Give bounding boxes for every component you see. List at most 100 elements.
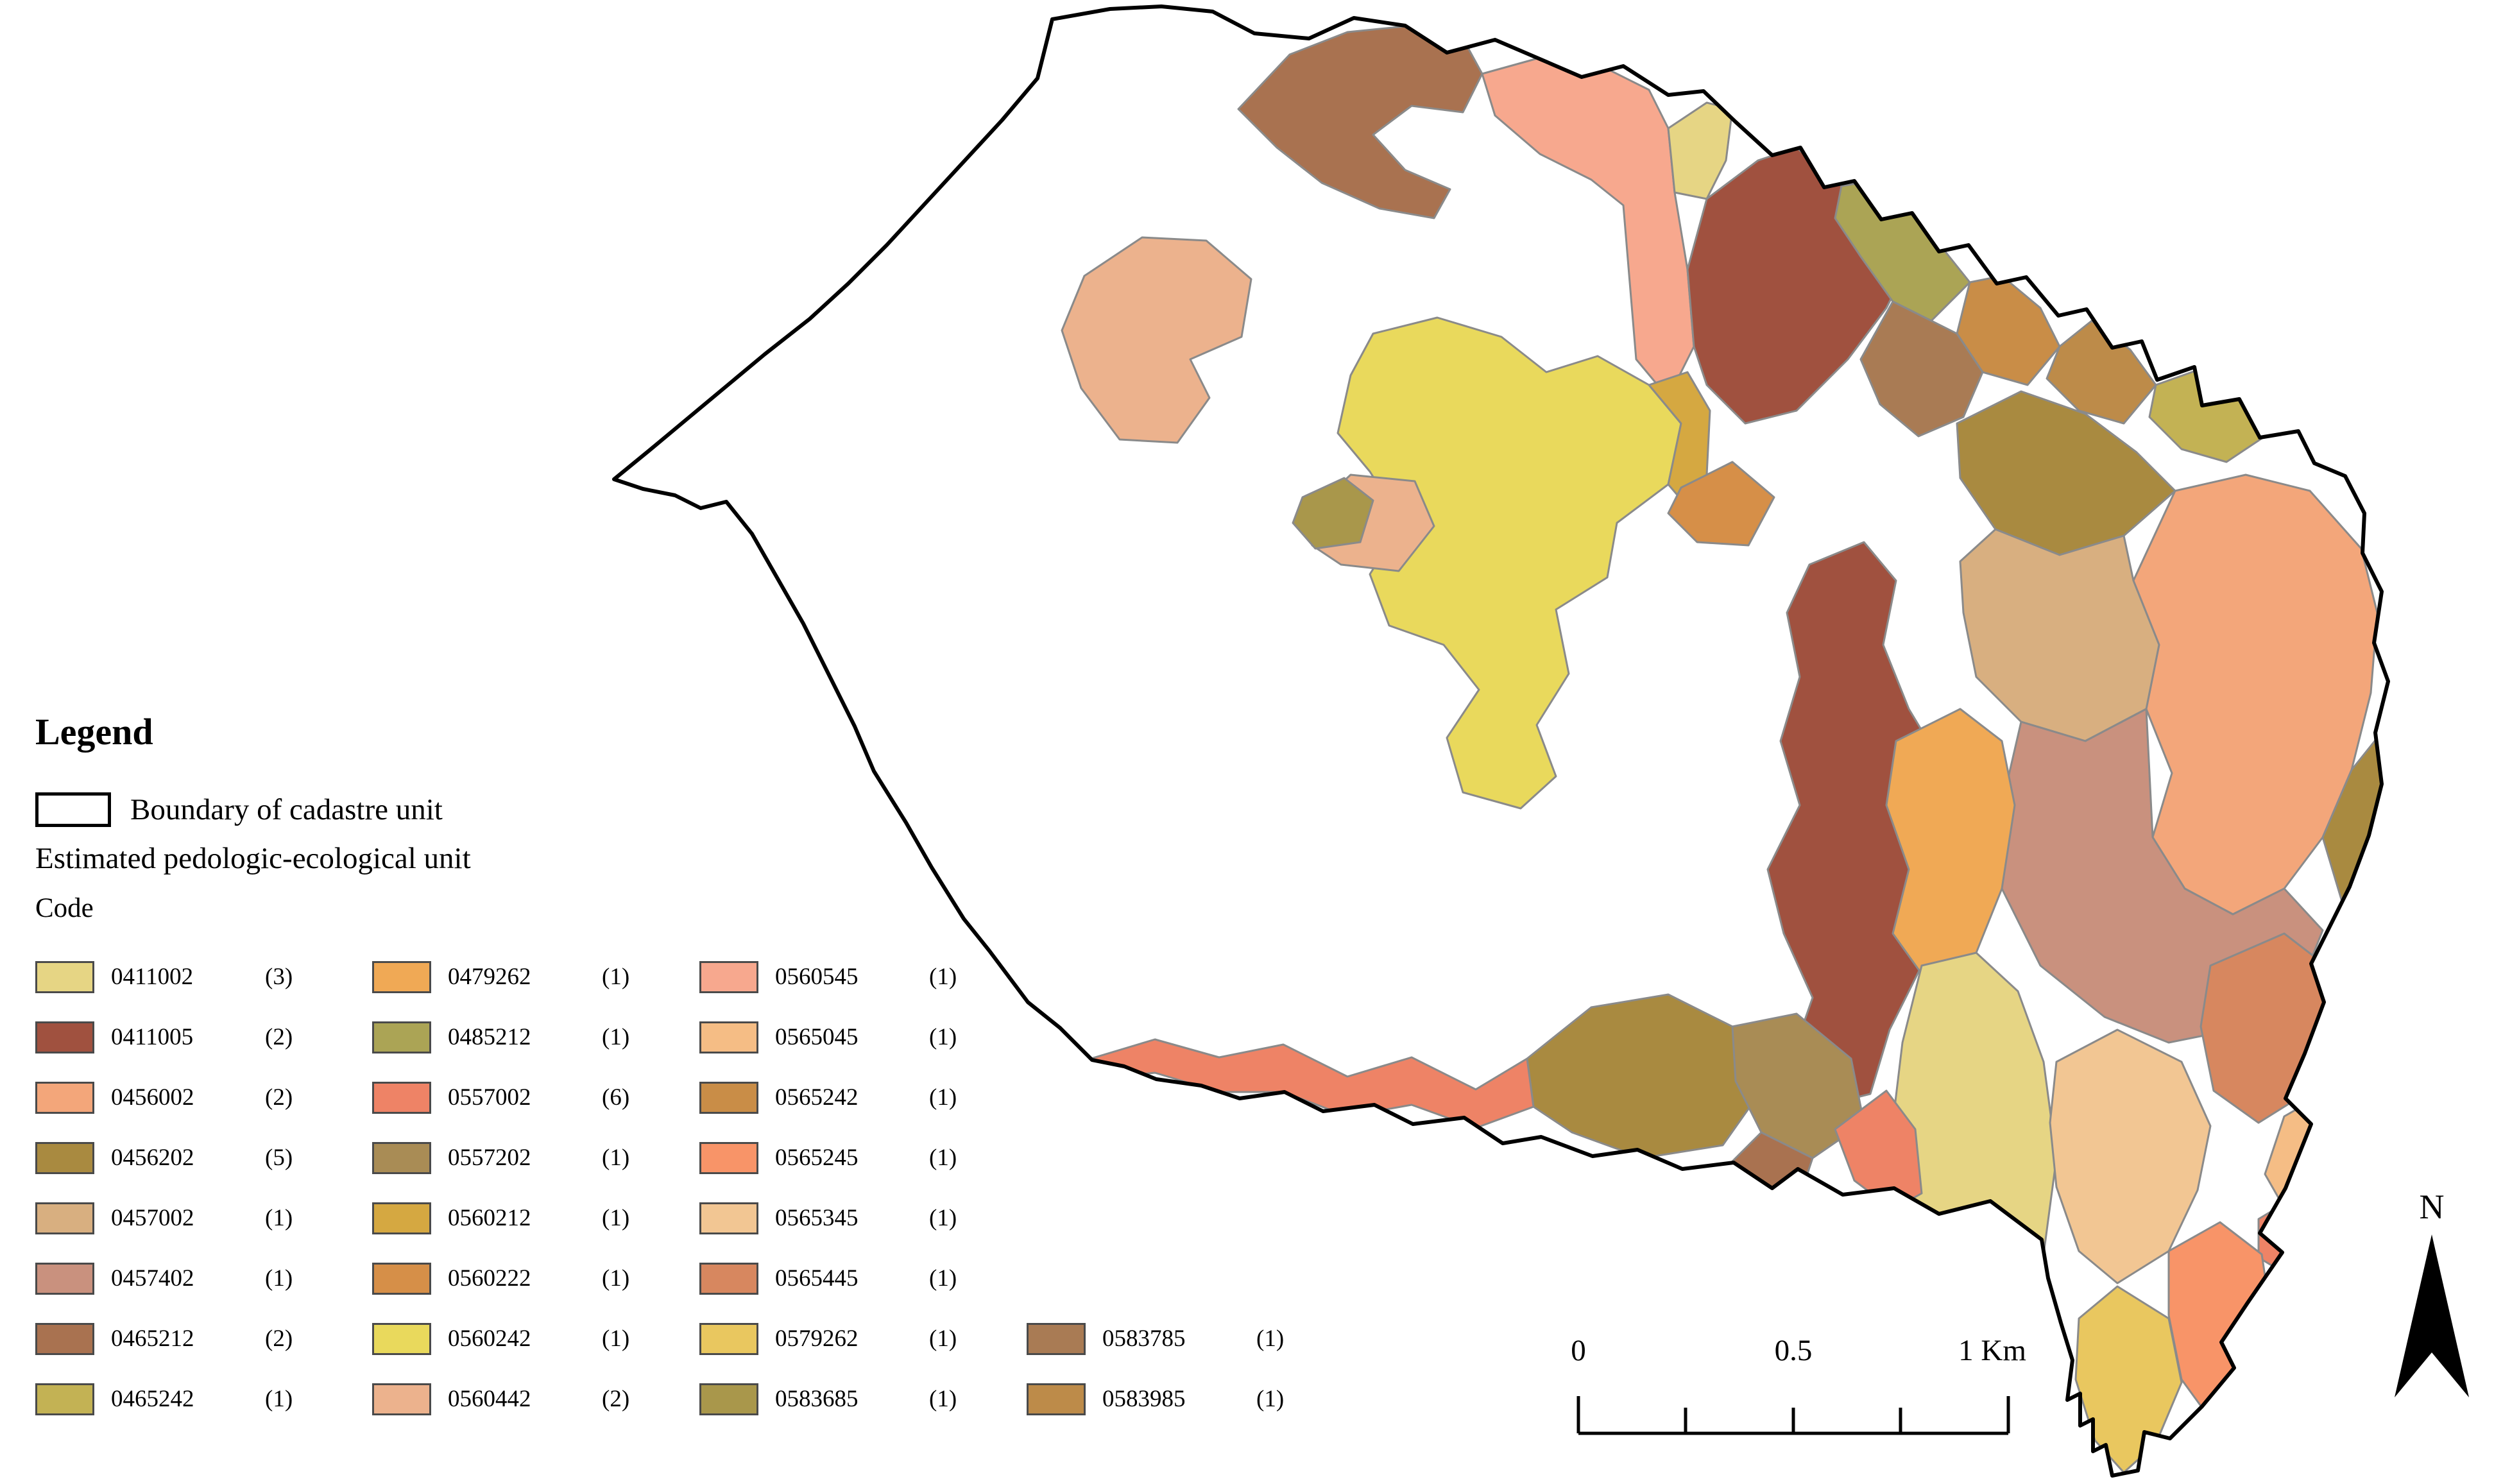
legend-entry-code: 0583985 [1102,1386,1186,1413]
map-region-0583685 [1292,477,1374,550]
legend-entry-count: (1) [929,1205,957,1232]
legend-entry-count: (1) [602,1205,630,1232]
legend-swatch [35,1141,94,1174]
legend-swatch [699,1322,758,1355]
legend-entry-count: (1) [602,1265,630,1292]
legend-entry-code: 0565345 [775,1205,859,1232]
legend-column-3: 0560545 (1) 0565045 (1) 0565242 (1) 0565245… [699,947,957,1429]
legend-swatch [35,1383,94,1415]
legend-entry-count: (1) [265,1386,293,1413]
legend-swatch [372,1141,431,1174]
legend-entry-0565245: 0565245 (1) [699,1128,957,1188]
legend-swatch [372,1202,431,1234]
map-region-0560545 [1481,56,1695,399]
legend-swatch [699,1262,758,1295]
legend: Legend Boundary of cadastre unit Estimat… [35,711,1415,1441]
legend-entry-code: 0557202 [448,1145,531,1172]
legend-entry-0565445: 0565445 (1) [699,1249,957,1309]
legend-entry-0560242: 0560242 (1) [372,1309,629,1369]
legend-swatch [1027,1383,1086,1415]
scalebar-label-one: 1 Km [1958,1334,2026,1367]
legend-entry-count: (1) [929,1084,957,1111]
north-arrow-icon [2395,1234,2469,1397]
legend-swatch [1027,1322,1086,1355]
legend-entry-count: (1) [929,1145,957,1172]
legend-swatch [35,1262,94,1295]
legend-entry-count: (1) [602,964,630,991]
legend-swatch [372,960,431,993]
legend-entry-count: (1) [602,1326,630,1352]
legend-entry-code: 0560545 [775,964,859,991]
legend-swatch [372,1021,431,1053]
legend-swatch [372,1081,431,1114]
legend-entry-code: 0457002 [111,1205,194,1232]
legend-subtitle: Estimated pedologic-ecological unit [35,841,471,875]
legend-entry-count: (1) [929,1326,957,1352]
legend-swatch [699,1021,758,1053]
scalebar-label-zero: 0 [1571,1334,1586,1367]
legend-entry-0456002: 0456002 (2) [35,1068,293,1128]
legend-swatch [372,1262,431,1295]
legend-entry-0456202: 0456202 (5) [35,1128,293,1188]
legend-swatch [699,1141,758,1174]
legend-entry-code: 0557002 [448,1084,531,1111]
legend-entry-0411005: 0411005 (2) [35,1007,293,1068]
legend-entry-0560212: 0560212 (1) [372,1188,629,1249]
legend-entry-0565045: 0565045 (1) [699,1007,957,1068]
legend-entry-code: 0560242 [448,1326,531,1352]
legend-entry-code: 0465242 [111,1386,194,1413]
north-indicator: N [2374,1187,2490,1400]
legend-entry-code: 0456002 [111,1084,194,1111]
north-label: N [2419,1188,2445,1226]
legend-swatch [35,1081,94,1114]
legend-entry-0565345: 0565345 (1) [699,1188,957,1249]
legend-entry-0465212: 0465212 (2) [35,1309,293,1369]
legend-entry-count: (1) [929,1386,957,1413]
legend-swatch [35,960,94,993]
legend-entry-0583785: 0583785 (1) [1027,1309,1284,1369]
legend-entries: 0411002 (3) 0411005 (2) 0456002 (2) 0456202… [35,947,1415,1441]
legend-entry-code: 0565045 [775,1024,859,1051]
scalebar-bar [1576,1396,2010,1435]
legend-entry-code: 0565242 [775,1084,859,1111]
legend-entry-code: 0485212 [448,1024,531,1051]
legend-entry-count: (2) [265,1084,293,1111]
legend-entry-code: 0560222 [448,1265,531,1292]
legend-entry-count: (1) [929,1024,957,1051]
legend-entry-0579262: 0579262 (1) [699,1309,957,1369]
cadastre-boundary [612,4,2390,1478]
map-region-0565445 [2200,932,2340,1124]
legend-entry-0479262: 0479262 (1) [372,947,629,1007]
legend-entry-code: 0579262 [775,1326,859,1352]
legend-entry-code: 0456202 [111,1145,194,1172]
legend-entry-0485212: 0485212 (1) [372,1007,629,1068]
legend-boundary-row: Boundary of cadastre unit [35,792,1415,827]
legend-entry-code: 0465212 [111,1326,194,1352]
legend-entry-code: 0560442 [448,1386,531,1413]
legend-entry-count: (1) [1256,1386,1285,1413]
legend-entry-count: (1) [265,1265,293,1292]
legend-column-1: 0411002 (3) 0411005 (2) 0456002 (2) 0456202… [35,947,293,1429]
legend-entry-0583985: 0583985 (1) [1027,1369,1284,1429]
map-region-0583785 [1859,300,1984,438]
legend-entry-count: (5) [265,1145,293,1172]
legend-swatch [372,1383,431,1415]
legend-entry-code: 0411005 [111,1024,194,1051]
legend-entry-code: 0583785 [1102,1326,1186,1352]
legend-swatch [372,1322,431,1355]
map-region-0560222 [1667,461,1775,547]
legend-entry-0565242: 0565242 (1) [699,1068,957,1128]
legend-entry-code: 0583685 [775,1386,859,1413]
legend-entry-code: 0479262 [448,964,531,991]
legend-entry-count: (2) [602,1386,630,1413]
legend-entry-count: (1) [602,1145,630,1172]
legend-entry-0560222: 0560222 (1) [372,1249,629,1309]
legend-swatch [699,960,758,993]
legend-swatch [35,1202,94,1234]
map-region-0456202 [1956,390,2176,556]
legend-swatch [699,1383,758,1415]
legend-code-label: Code [35,892,94,923]
legend-column-2: 0479262 (1) 0485212 (1) 0557002 (6) 0557202… [372,947,629,1429]
